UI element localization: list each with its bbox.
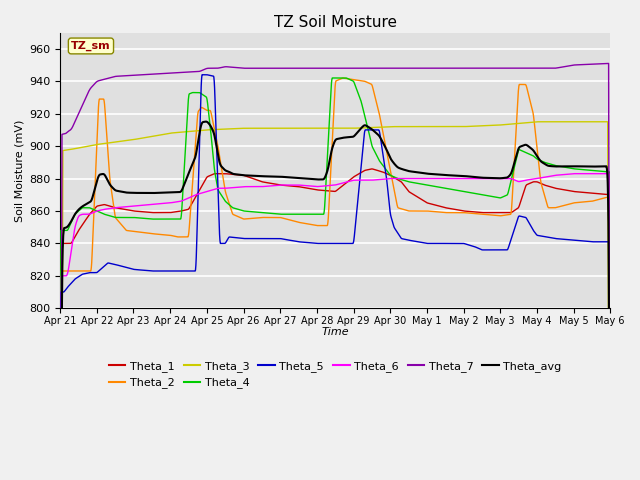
Theta_1 <box>152 210 159 216</box>
Line: Theta_4: Theta_4 <box>60 78 611 480</box>
Theta_1 <box>536 180 544 186</box>
Line: Theta_7: Theta_7 <box>60 63 611 480</box>
Theta_2 <box>268 215 275 220</box>
Text: TZ_sm: TZ_sm <box>71 41 111 51</box>
Y-axis label: Soil Moisture (mV): Soil Moisture (mV) <box>15 119 25 222</box>
Theta_5 <box>291 238 299 244</box>
Theta_7 <box>152 71 159 77</box>
Theta_6 <box>119 204 127 210</box>
Theta_5 <box>596 239 604 245</box>
Theta_3 <box>119 138 127 144</box>
Theta_2 <box>536 176 544 181</box>
Line: Theta_3: Theta_3 <box>60 122 611 480</box>
Theta_1 <box>119 206 127 212</box>
Theta_4 <box>328 75 336 81</box>
Theta_7 <box>605 60 612 66</box>
Theta_1 <box>596 191 604 197</box>
Theta_avg <box>268 174 275 180</box>
Theta_4 <box>268 211 275 216</box>
X-axis label: Time: Time <box>321 327 349 337</box>
Theta_5 <box>198 72 206 78</box>
Theta_7 <box>596 61 604 67</box>
Theta_2 <box>596 196 604 202</box>
Theta_avg <box>536 158 544 164</box>
Theta_7 <box>119 73 127 79</box>
Line: Theta_6: Theta_6 <box>60 174 611 480</box>
Theta_avg <box>291 175 299 180</box>
Theta_3 <box>536 119 544 125</box>
Theta_2 <box>119 224 127 229</box>
Theta_5 <box>119 264 127 269</box>
Theta_5 <box>268 236 275 241</box>
Theta_3 <box>152 133 159 139</box>
Theta_6 <box>291 182 299 188</box>
Theta_4 <box>596 168 604 174</box>
Theta_2 <box>339 75 347 81</box>
Line: Theta_5: Theta_5 <box>60 75 611 480</box>
Line: Theta_avg: Theta_avg <box>60 121 611 480</box>
Theta_6 <box>268 183 275 189</box>
Theta_7 <box>291 65 299 71</box>
Theta_avg <box>152 190 159 196</box>
Theta_4 <box>536 158 544 164</box>
Theta_4 <box>119 215 127 220</box>
Theta_3 <box>268 125 275 131</box>
Theta_4 <box>291 211 299 217</box>
Theta_5 <box>152 268 159 274</box>
Theta_5 <box>536 233 544 239</box>
Theta_3 <box>291 125 299 131</box>
Theta_1 <box>268 180 275 186</box>
Theta_1 <box>291 183 299 189</box>
Line: Theta_2: Theta_2 <box>60 78 611 480</box>
Theta_3 <box>536 119 543 125</box>
Theta_6 <box>152 201 159 207</box>
Theta_7 <box>268 65 275 71</box>
Theta_3 <box>596 119 604 125</box>
Theta_avg <box>119 189 127 195</box>
Theta_2 <box>291 218 299 224</box>
Theta_avg <box>596 164 604 169</box>
Title: TZ Soil Moisture: TZ Soil Moisture <box>274 15 397 30</box>
Theta_4 <box>152 216 159 222</box>
Theta_1 <box>368 166 376 172</box>
Theta_2 <box>152 231 159 237</box>
Theta_6 <box>596 171 604 177</box>
Theta_7 <box>536 65 544 71</box>
Line: Theta_1: Theta_1 <box>60 169 611 480</box>
Theta_6 <box>571 171 579 177</box>
Legend: Theta_1, Theta_2, Theta_3, Theta_4, Theta_5, Theta_6, Theta_7, Theta_avg: Theta_1, Theta_2, Theta_3, Theta_4, Thet… <box>104 357 566 393</box>
Theta_6 <box>536 175 544 181</box>
Theta_avg <box>202 119 210 124</box>
